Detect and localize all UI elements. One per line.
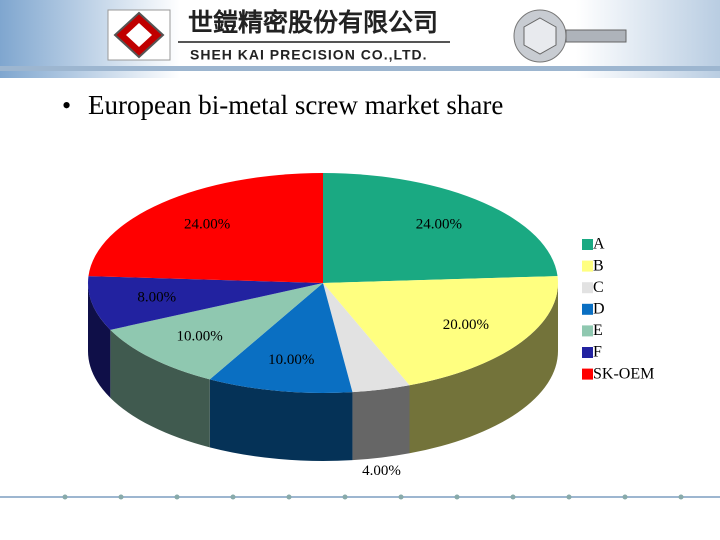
value-label: 24.00% — [184, 217, 230, 233]
value-label: 24.00% — [416, 217, 462, 233]
chart-title: European bi-metal screw market share — [88, 90, 503, 120]
slice-side — [352, 385, 410, 461]
value-label: 4.00% — [362, 463, 401, 479]
company-name-zh: 世鎧精密股份有限公司 — [188, 8, 438, 37]
name-rule — [178, 41, 450, 43]
pie: 24.00% 20.00% 4.00% 10.00% 10.00% 8.00% 24.00% — [87, 173, 558, 479]
legend-label: B — [593, 257, 604, 274]
bullet: • — [62, 91, 71, 120]
footer-dot — [510, 494, 516, 500]
value-label: 10.00% — [268, 352, 314, 368]
legend-swatch — [582, 282, 593, 294]
slice-side — [409, 283, 558, 454]
legend-label: A — [593, 236, 605, 253]
footer-dot — [622, 494, 628, 500]
legend-label: E — [593, 322, 603, 339]
slice-side — [110, 329, 210, 448]
value-label: 20.00% — [443, 317, 489, 333]
slice — [323, 276, 558, 386]
company-name-en: SHEH KAI PRECISION CO.,LTD. — [190, 47, 428, 63]
slice — [87, 276, 323, 330]
footer-dot — [454, 494, 460, 500]
slice — [323, 173, 558, 283]
legend-swatch — [582, 368, 593, 380]
legend-swatch — [582, 347, 593, 358]
legend-swatch — [582, 303, 593, 315]
footer-dot — [566, 494, 572, 500]
footer-dot — [174, 494, 180, 500]
footer-dot — [398, 494, 404, 500]
slice — [209, 283, 353, 393]
value-label: 8.00% — [137, 289, 176, 305]
legend-swatch — [582, 325, 593, 337]
header-rule — [0, 66, 720, 71]
footer-dot — [286, 494, 292, 500]
footer-dot — [62, 494, 68, 500]
footer-dot — [342, 494, 348, 500]
legend-label: SK-OEM — [593, 365, 654, 382]
legend-label: F — [593, 344, 602, 361]
legend-label: C — [593, 279, 604, 296]
legend-label: D — [593, 300, 605, 317]
footer-dot — [118, 494, 124, 500]
footer-dot — [678, 494, 684, 500]
slice-side — [209, 379, 353, 462]
footer-dot — [230, 494, 236, 500]
screw-image — [513, 9, 627, 63]
slice — [88, 173, 324, 283]
value-label: 10.00% — [177, 329, 223, 345]
slice-side — [88, 283, 111, 398]
legend-swatch — [582, 239, 593, 250]
logo — [107, 9, 171, 61]
legend-swatch — [582, 260, 593, 272]
slice — [110, 283, 323, 380]
slice — [323, 283, 410, 393]
